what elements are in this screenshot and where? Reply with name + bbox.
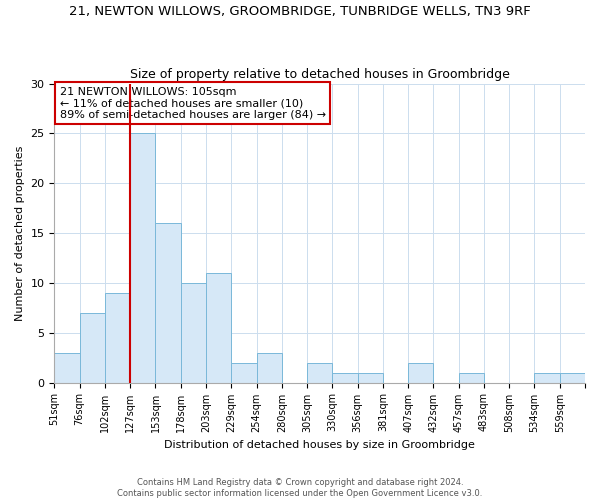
Bar (80, 313, 105, 382)
Text: Contains HM Land Registry data © Crown copyright and database right 2024.
Contai: Contains HM Land Registry data © Crown c… (118, 478, 482, 498)
Bar (408, 362, 433, 382)
Bar (458, 372, 484, 382)
Bar (155, 223, 181, 382)
Bar (535, 372, 560, 382)
Bar (560, 372, 585, 382)
Bar (130, 134, 155, 382)
Bar (55, 352, 80, 382)
Bar (358, 372, 383, 382)
X-axis label: Distribution of detached houses by size in Groombridge: Distribution of detached houses by size … (164, 440, 475, 450)
Bar (105, 293, 130, 382)
Bar (181, 283, 206, 382)
Bar (206, 273, 231, 382)
Text: 21 NEWTON WILLOWS: 105sqm
← 11% of detached houses are smaller (10)
89% of semi-: 21 NEWTON WILLOWS: 105sqm ← 11% of detac… (60, 86, 326, 120)
Bar (332, 372, 358, 382)
Bar (257, 352, 282, 382)
Title: Size of property relative to detached houses in Groombridge: Size of property relative to detached ho… (130, 68, 509, 81)
Bar (231, 362, 257, 382)
Text: 21, NEWTON WILLOWS, GROOMBRIDGE, TUNBRIDGE WELLS, TN3 9RF: 21, NEWTON WILLOWS, GROOMBRIDGE, TUNBRID… (69, 5, 531, 18)
Bar (307, 362, 332, 382)
Y-axis label: Number of detached properties: Number of detached properties (15, 146, 25, 321)
